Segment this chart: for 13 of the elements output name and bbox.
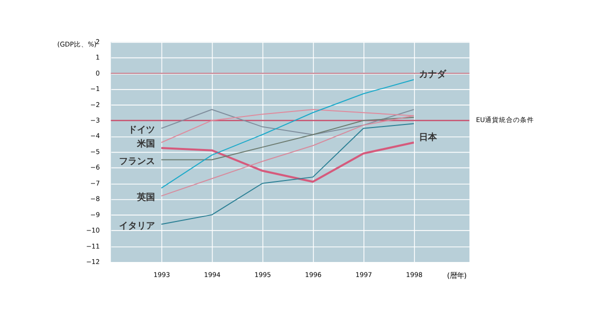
x-axis-title: (暦年) xyxy=(447,270,467,280)
series-label: 米国 xyxy=(136,138,155,150)
series-label: ドイツ xyxy=(128,125,155,136)
line-series xyxy=(160,79,414,189)
line-series xyxy=(160,116,414,160)
series-label: 日本 xyxy=(418,132,438,144)
line-series xyxy=(160,141,415,183)
series-label: フランス xyxy=(118,156,155,167)
line-series xyxy=(160,123,414,225)
series-label: イタリア xyxy=(118,220,155,232)
line-series xyxy=(160,108,414,136)
series-label: カナダ xyxy=(418,69,447,80)
series-label: 英国 xyxy=(136,192,155,204)
